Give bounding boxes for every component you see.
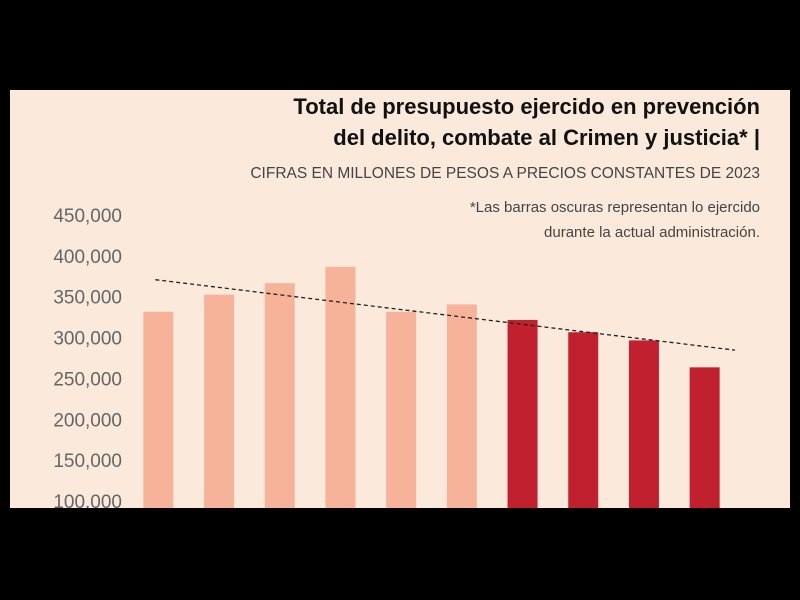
note: *Las barras oscuras representan lo ejerc…: [470, 199, 760, 216]
bar: [143, 311, 174, 508]
y-tick-label: 150,000: [53, 451, 122, 472]
chart-subtitle: CIFRAS EN MILLONES DE PESOS A PRECIOS CO…: [250, 165, 760, 182]
y-tick-label: 350,000: [53, 288, 122, 309]
bar: [446, 304, 477, 508]
y-tick-label: 250,000: [53, 369, 122, 390]
bar: [628, 340, 659, 508]
bar: [204, 294, 235, 508]
bar: [689, 367, 720, 508]
bar: [568, 332, 599, 508]
bar: [325, 266, 356, 508]
bar: [386, 311, 417, 508]
y-tick-label: 450,000: [53, 206, 122, 227]
bar: [264, 283, 295, 508]
y-tick-label: 300,000: [53, 329, 122, 350]
chart-title: Total de presupuesto ejercido en prevenc…: [293, 94, 760, 119]
y-tick-label: 100,000: [53, 492, 122, 513]
y-tick-label: 200,000: [53, 410, 122, 431]
chart-title: del delito, combate al Crimen y justicia…: [333, 125, 760, 150]
plot: Total de presupuesto ejercido en prevenc…: [53, 94, 760, 513]
bar: [507, 319, 538, 508]
y-tick-label: 400,000: [53, 247, 122, 268]
note: durante la actual administración.: [544, 224, 760, 241]
trend-line: [155, 279, 736, 351]
